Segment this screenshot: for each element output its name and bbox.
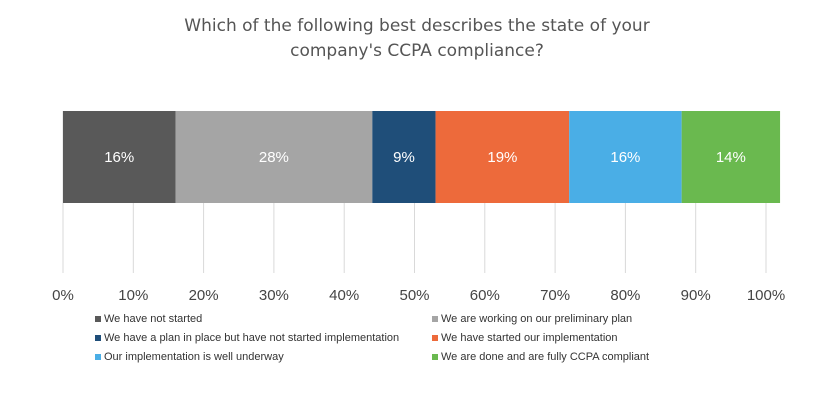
legend-label: We have not started [104,312,203,325]
legend-label: We have started our implementation [441,331,618,344]
legend-swatch [432,353,438,360]
bar-segment [372,111,436,203]
legend-item: We are working on our preliminary plan [432,311,735,326]
bar-labels: 16% 28% 9% 19% 16% 14% [104,149,746,166]
x-tick-label: 60% [470,287,500,304]
legend-label: Our implementation is well underway [104,350,284,363]
x-tick-label: 70% [540,287,570,304]
bar-data-label: 16% [610,149,640,166]
x-tick-label: 10% [118,287,148,304]
bar-data-label: 16% [104,149,134,166]
bar-data-label: 9% [393,149,415,166]
legend-label: We are working on our preliminary plan [441,312,633,325]
x-axis-tick-labels: 0% 10% 20% 30% 40% 50% 60% 70% 80% 90% 100% [52,287,785,304]
x-tick-label: 50% [399,287,429,304]
legend: We have not started We are working on our… [95,311,735,364]
legend-swatch [432,315,438,322]
x-tick-label: 100% [747,287,785,304]
chart-title-line-1: Which of the following best describes th… [184,16,650,36]
legend-item: Our implementation is well underway [95,349,432,364]
legend-item: We have not started [95,311,432,326]
bar-segment [63,111,176,203]
x-tick-label: 90% [681,287,711,304]
legend-swatch [95,334,101,341]
legend-label: We are done and are fully CCPA compliant [441,350,650,363]
legend-swatch [432,334,438,341]
bar-data-label: 28% [259,149,289,166]
x-tick-label: 40% [329,287,359,304]
bar-segments [63,111,781,203]
chart-title: Which of the following best describes th… [0,14,834,64]
bar-segment [681,111,781,203]
bar-segment [435,111,570,203]
x-tick-label: 0% [52,287,74,304]
x-tick-label: 30% [259,287,289,304]
x-tick-label: 20% [189,287,219,304]
legend-item: We are done and are fully CCPA compliant [432,349,735,364]
bar-segment [175,111,373,203]
legend-item: We have started our implementation [432,330,735,345]
bar-data-label: 19% [487,149,517,166]
chart-title-line-2: company's CCPA compliance? [290,41,544,61]
legend-swatch [95,315,101,322]
legend-item: We have a plan in place but have not sta… [95,330,432,345]
bar-data-label: 14% [716,149,746,166]
legend-swatch [95,353,101,360]
legend-label: We have a plan in place but have not sta… [104,331,400,344]
bar-segment [569,111,682,203]
x-tick-label: 80% [610,287,640,304]
